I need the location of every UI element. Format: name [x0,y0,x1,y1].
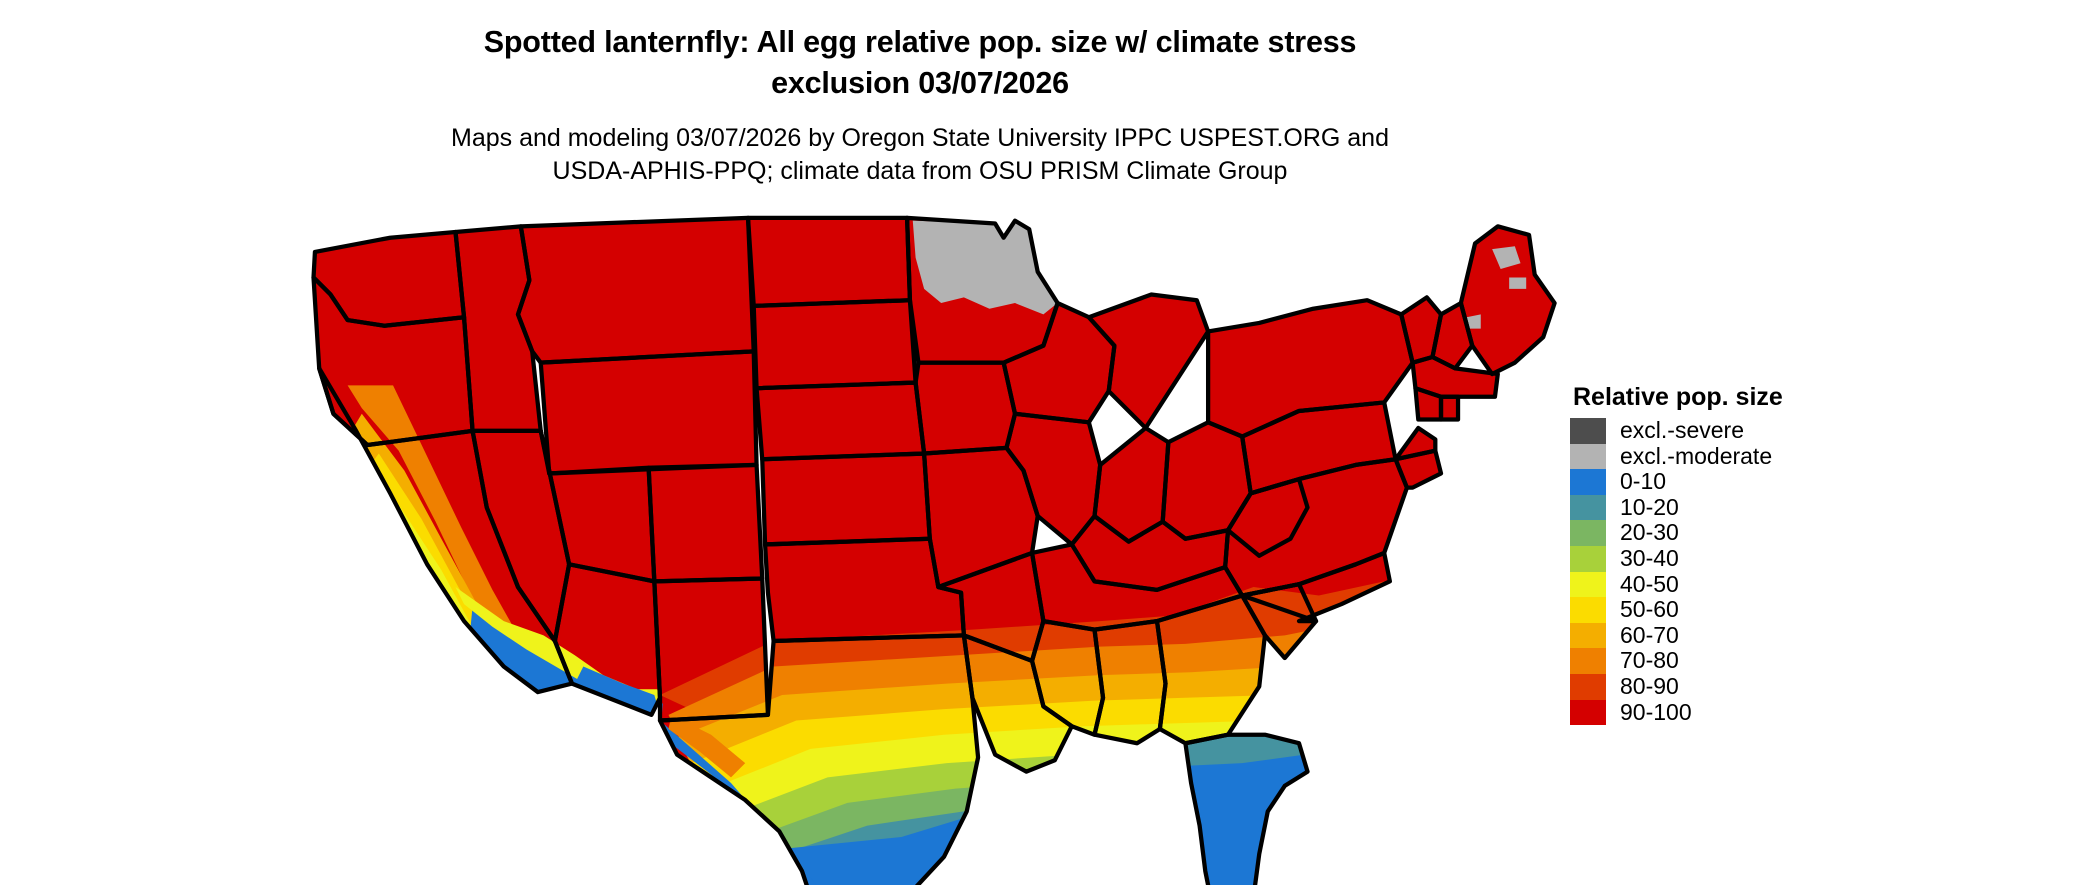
south-texas-0-10 [660,720,868,885]
state-border-florida [1183,732,1310,885]
legend-label: excl.-severe [1620,417,1744,443]
state-fill-rhodeisland [1441,396,1459,420]
legend-label: 70-80 [1620,647,1679,674]
legend-label: 20-30 [1620,519,1679,546]
state-fill-massachusetts [1412,357,1498,397]
legend-rows: excl.-severe excl.-moderate 0-10 10-20 20-30… [1570,417,1900,726]
legend-item: 60-70 [1570,621,1900,649]
state-fill-montana [518,217,754,363]
state-border-michigan [1086,292,1211,431]
legend-color-swatch [1570,443,1606,470]
map-legend: Relative pop. size excl.-severe excl.-mod… [1570,382,1900,726]
legend-title: Relative pop. size [1573,383,1783,411]
state-fill-illinois [1006,413,1101,545]
page-title: Spotted lanternfly: All egg relative pop… [483,25,1357,100]
legend-color-swatch [1570,622,1606,649]
legend-item: 0-10 [1570,469,1900,495]
legend-label: 90-100 [1620,698,1692,725]
legend-label: 80-90 [1620,672,1679,699]
state-fill-missouri [924,447,1038,588]
state-fill-utah [540,430,655,582]
state-fill-pennsylvania [1242,402,1396,494]
legend-item: excl.-moderate [1570,442,1900,470]
state-fill-nebraska [756,382,925,460]
title-block: Spotted lanternfly: All egg relative pop… [0,22,1840,104]
florida-peninsula-0-10 [1185,743,1311,885]
state-fill-southdakota [753,300,916,389]
legend-item: 70-80 [1570,648,1900,674]
legend-color-swatch [1570,520,1606,546]
legend-label: excl.-moderate [1620,442,1773,469]
legend-item: 80-90 [1570,672,1900,700]
texas-gulf-0-10 [787,817,973,885]
legend-color-swatch [1570,545,1606,572]
state-border-texas [657,633,981,885]
legend-item: 40-50 [1570,570,1900,598]
state-fill-michigan [1088,294,1209,428]
sierra-nevada-70-80 [347,385,518,650]
state-fill-nevada [472,430,570,641]
exclusion-zone-maine-b [1509,277,1527,289]
exclusion-zone-vermont [1466,314,1481,329]
legend-color-swatch [1570,571,1606,598]
legend-label: 0-10 [1620,468,1667,495]
state-fill-newhampshire [1432,303,1473,369]
legend-label: 10-20 [1620,493,1679,520]
state-fill-washington [313,232,465,326]
exclusion-zone-minnesota [912,220,1058,315]
state-border-rhodeisland [1438,394,1461,422]
map-layers [285,205,1585,885]
legend-color-swatch [1570,469,1606,495]
legend-color-swatch [1570,673,1606,700]
choropleth-map[interactable] [285,205,1585,885]
lower-colorado-0-10 [574,666,660,715]
exclusion-zone-maine-a [1492,246,1521,269]
state-fill-northdakota [748,217,910,306]
state-border-maine [1458,224,1557,377]
state-fill-wyoming [540,351,757,474]
legend-item: 30-40 [1570,544,1900,572]
legend-label: 40-50 [1620,570,1679,597]
state-border-newjersey [1393,425,1438,462]
state-fill-wisconsin [1003,303,1115,423]
legend-color-swatch [1570,699,1606,726]
trans-pecos-70-80 [668,714,746,778]
legend-item: 10-20 [1570,493,1900,521]
state-fill-ohio [1162,422,1251,539]
subtitle-block: Maps and modeling 03/07/2026 by Oregon S… [0,122,1840,188]
legend-label: 50-60 [1620,596,1679,623]
state-fill-oregon [313,277,473,446]
legend-color-swatch [1570,418,1606,444]
legend-label: 60-70 [1620,621,1679,648]
state-fill-oklahoma [765,538,964,641]
state-fill-vermont [1401,297,1441,363]
state-fill-idaho [455,226,541,431]
map-attribution-subtitle: Maps and modeling 03/07/2026 by Oregon S… [451,124,1389,185]
legend-item: 50-60 [1570,597,1900,623]
state-fill-colorado [648,464,763,582]
state-fill-iowa [915,362,1016,454]
legend-color-swatch [1570,494,1606,521]
state-border-minnesota [904,215,1060,365]
us-map-svg [311,215,1557,885]
state-fill-kansas [762,453,930,545]
legend-item: 20-30 [1570,520,1900,546]
legend-label: 30-40 [1620,544,1679,571]
state-fill-newyork [1208,300,1413,437]
legend-item: excl.-severe [1570,417,1900,444]
legend-color-swatch [1570,597,1606,623]
legend-item: 90-100 [1570,698,1900,726]
band-80-90 [660,581,1399,715]
state-fill-kentucky [1071,516,1228,590]
legend-color-swatch [1570,648,1606,674]
